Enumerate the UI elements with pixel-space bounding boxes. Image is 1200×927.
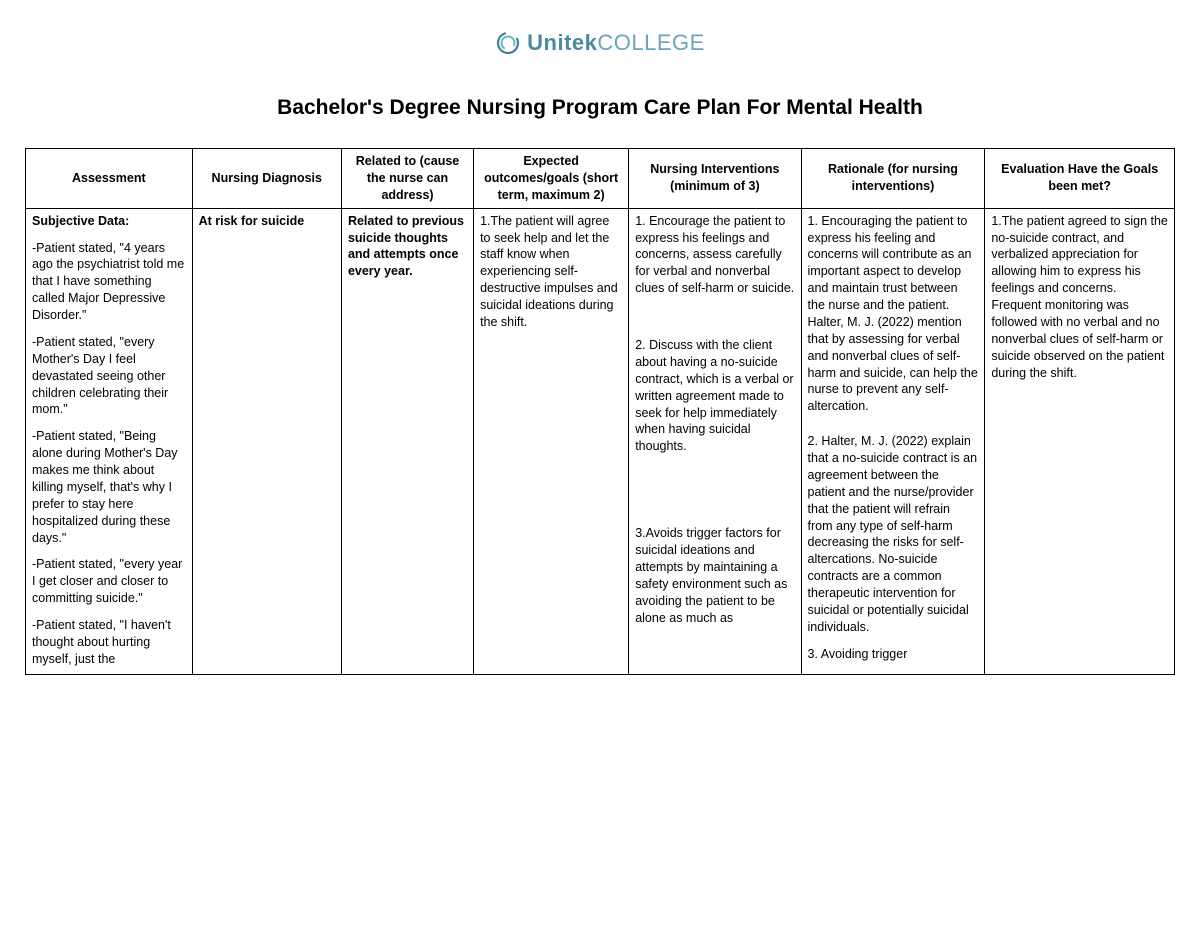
subjective-data-header: Subjective Data: [32,213,186,230]
cell-assessment: Subjective Data: -Patient stated, "4 yea… [26,208,193,674]
cell-evaluation: 1.The patient agreed to sign the no-suic… [985,208,1175,674]
intervention-item: 3.Avoids trigger factors for suicidal id… [635,525,794,626]
assessment-item: -Patient stated, "every Mother's Day I f… [32,334,186,418]
assessment-item: -Patient stated, "4 years ago the psychi… [32,240,186,324]
cell-interventions: 1. Encourage the patient to express his … [629,208,801,674]
table-row: Subjective Data: -Patient stated, "4 yea… [26,208,1175,674]
related-text: Related to previous suicide thoughts and… [348,214,464,279]
brand-name-light: COLLEGE [597,30,704,55]
brand-name-bold: Unitek [527,30,597,55]
swirl-icon [495,30,521,56]
col-header-rationale: Rationale (for nursing interventions) [801,149,985,209]
expected-text: 1.The patient will agree to seek help an… [480,214,618,329]
page-title: Bachelor's Degree Nursing Program Care P… [25,96,1175,120]
brand-logo: UnitekCOLLEGE [495,30,705,56]
cell-related: Related to previous suicide thoughts and… [341,208,473,674]
rationale-item: 2. Halter, M. J. (2022) explain that a n… [808,433,979,636]
col-header-diagnosis: Nursing Diagnosis [192,149,341,209]
assessment-item: -Patient stated, "Being alone during Mot… [32,428,186,546]
diagnosis-text: At risk for suicide [199,214,305,228]
care-plan-table: Assessment Nursing Diagnosis Related to … [25,148,1175,675]
assessment-item: -Patient stated, "every year I get close… [32,556,186,607]
cell-rationale: 1. Encouraging the patient to express hi… [801,208,985,674]
rationale-item: 3. Avoiding trigger [808,646,979,663]
col-header-expected: Expected outcomes/goals (short term, max… [474,149,629,209]
intervention-item: 2. Discuss with the client about having … [635,337,794,455]
cell-expected: 1.The patient will agree to seek help an… [474,208,629,674]
evaluation-text: 1.The patient agreed to sign the no-suic… [991,214,1168,380]
col-header-related: Related to (cause the nurse can address) [341,149,473,209]
col-header-evaluation: Evaluation Have the Goals been met? [985,149,1175,209]
brand-text: UnitekCOLLEGE [527,30,705,56]
rationale-item: 1. Encouraging the patient to express hi… [808,213,979,416]
assessment-item: -Patient stated, "I haven't thought abou… [32,617,186,668]
col-header-assessment: Assessment [26,149,193,209]
intervention-item: 1. Encourage the patient to express his … [635,213,794,297]
cell-diagnosis: At risk for suicide [192,208,341,674]
document-page: UnitekCOLLEGE Bachelor's Degree Nursing … [0,0,1200,695]
table-header-row: Assessment Nursing Diagnosis Related to … [26,149,1175,209]
col-header-interventions: Nursing Interventions (minimum of 3) [629,149,801,209]
logo-block: UnitekCOLLEGE [25,30,1175,61]
